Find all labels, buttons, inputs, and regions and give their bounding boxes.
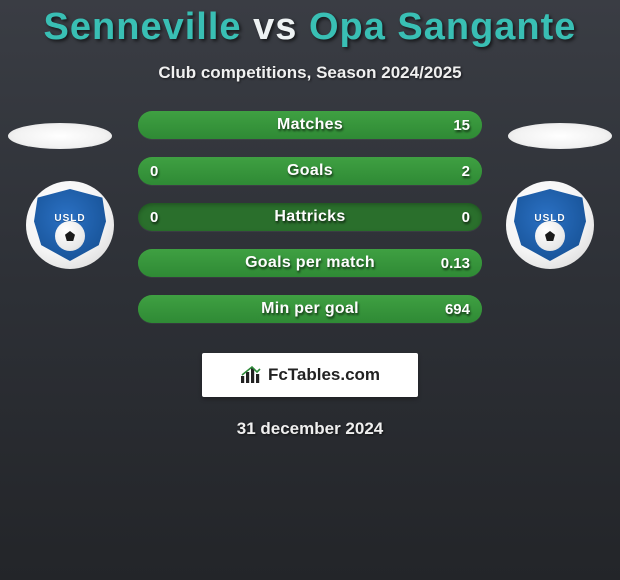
- player1-name: Senneville: [44, 6, 242, 48]
- stat-value-right: 694: [445, 295, 470, 323]
- stat-row: Matches15: [138, 111, 482, 139]
- brand-box: FcTables.com: [202, 353, 418, 397]
- vs-text: vs: [253, 6, 297, 48]
- stat-value-right: 0: [462, 203, 470, 231]
- stat-label: Min per goal: [138, 295, 482, 323]
- stat-value-right: 0.13: [441, 249, 470, 277]
- stat-value-left: 0: [150, 203, 158, 231]
- stat-value-right: 2: [462, 157, 470, 185]
- player2-name: Opa Sangante: [309, 6, 577, 48]
- soccer-ball-icon: [55, 221, 85, 251]
- player2-club-badge: USLD: [506, 181, 594, 269]
- stat-row: Goals per match0.13: [138, 249, 482, 277]
- subtitle: Club competitions, Season 2024/2025: [0, 63, 620, 83]
- soccer-ball-icon: [535, 221, 565, 251]
- shield-icon: USLD: [514, 189, 586, 261]
- stat-label: Matches: [138, 111, 482, 139]
- player1-ellipse: [8, 123, 112, 149]
- stat-row: Min per goal694: [138, 295, 482, 323]
- stat-row: Goals0 2: [138, 157, 482, 185]
- player1-club-badge: USLD: [26, 181, 114, 269]
- shield-icon: USLD: [34, 189, 106, 261]
- date: 31 december 2024: [0, 419, 620, 439]
- stat-row: Hattricks0 0: [138, 203, 482, 231]
- comparison-title: Senneville vs Opa Sangante: [0, 0, 620, 49]
- stat-label: Goals per match: [138, 249, 482, 277]
- stat-bars: Matches15Goals02Hattricks00Goals per mat…: [138, 111, 482, 341]
- stat-value-left: 0: [150, 157, 158, 185]
- stat-label: Hattricks: [138, 203, 482, 231]
- stats-area: USLD USLD Matches15Goals02Hattricks00Goa…: [0, 111, 620, 331]
- chart-bars-icon: [240, 366, 262, 384]
- stat-value-right: 15: [453, 111, 470, 139]
- player2-ellipse: [508, 123, 612, 149]
- brand-text: FcTables.com: [268, 365, 380, 385]
- stat-label: Goals: [138, 157, 482, 185]
